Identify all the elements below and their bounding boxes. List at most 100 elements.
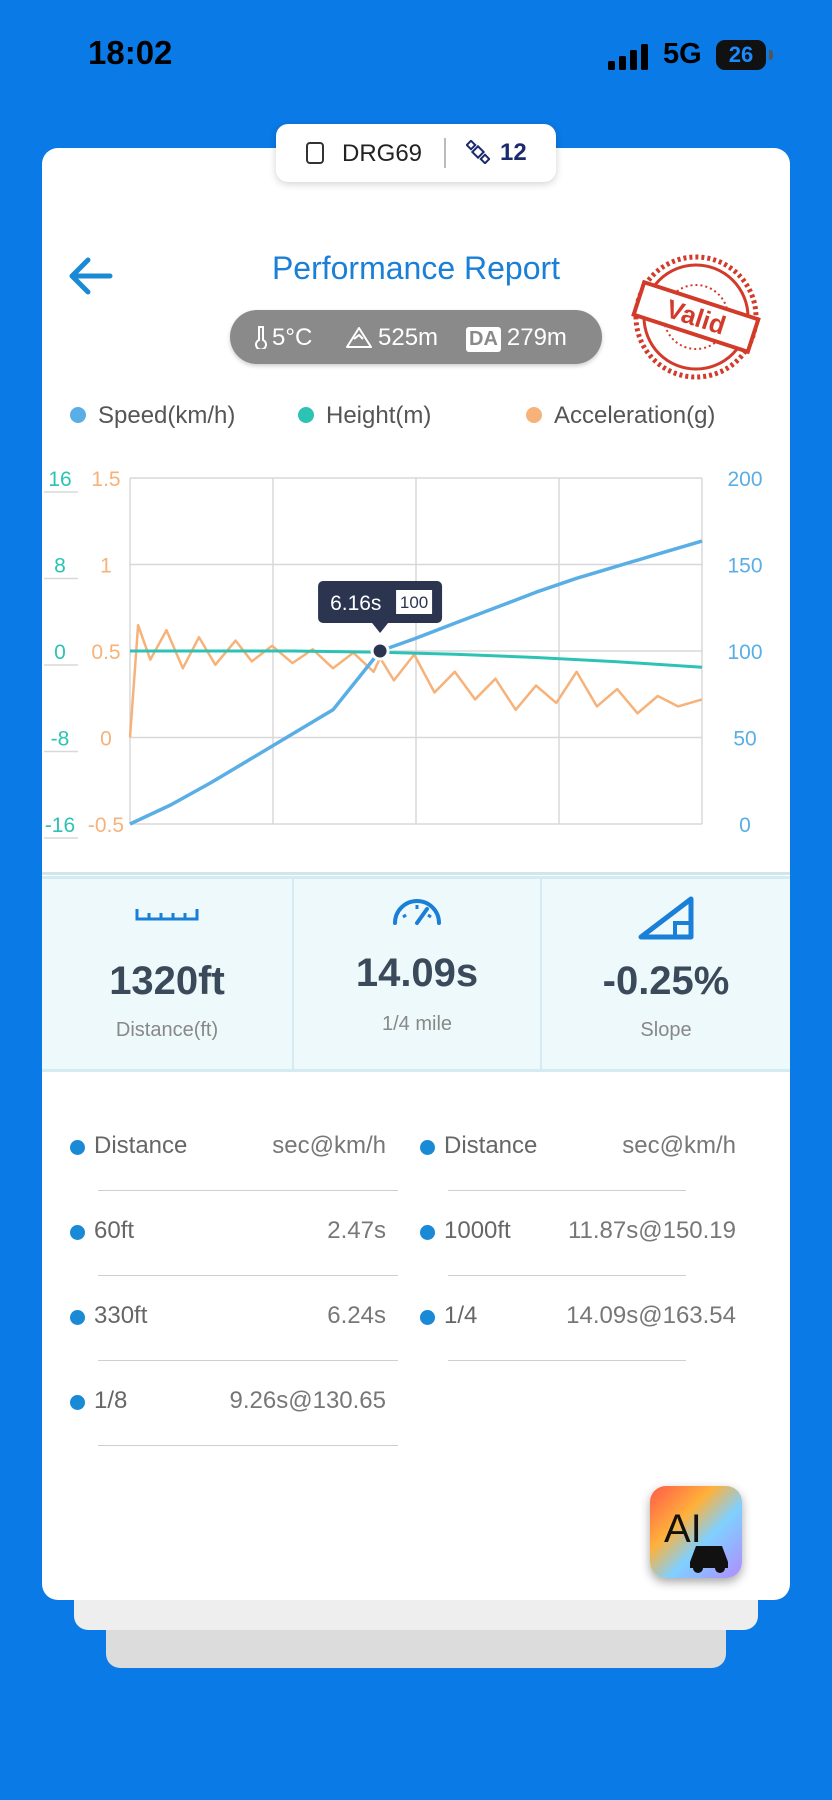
stat-value: 14.09s: [355, 951, 479, 995]
mountain-icon: [346, 327, 372, 348]
stats-panel: 1320ft Distance(ft) 14.09s 1/4 mile -0.2…: [42, 876, 790, 1072]
report-card: Performance Report Valid 5°C 525m DA 279m: [42, 148, 790, 1600]
performance-chart[interactable]: 16 1.5 200 8 1 150 0 0.5 100 -8 0 50 -16 -0.5 0 6.16s 10…: [42, 448, 790, 848]
stat-divider: [292, 879, 294, 1069]
split-row: 330ft 6.24s: [70, 1278, 398, 1362]
bullet: [70, 1310, 85, 1325]
tooltip-speed-box: [396, 590, 433, 614]
tick-label-accel: -0.5: [88, 814, 124, 837]
altitude-item: 525m: [346, 324, 438, 352]
bullet: [70, 1225, 85, 1240]
bullet: [420, 1310, 435, 1325]
split-key: 1000ft: [444, 1217, 511, 1244]
bullet: [420, 1225, 435, 1240]
legend-label: Acceleration(g): [554, 402, 716, 429]
legend-dot: [298, 406, 314, 423]
split-value: 14.09s@163.54: [566, 1302, 736, 1329]
tick-label-speed: 200: [727, 468, 762, 491]
row-divider: [98, 1190, 398, 1191]
temperature-value: 5°C: [272, 324, 313, 351]
series-line: [130, 649, 703, 669]
ai-assistant-button[interactable]: AI: [650, 1486, 742, 1578]
split-key: 330ft: [94, 1302, 148, 1329]
tick-label-accel: 1.5: [91, 468, 120, 491]
splits-header-left: Distance sec@km/h: [70, 1108, 398, 1192]
series-line: [129, 539, 703, 826]
tick-label-height: -16: [45, 814, 75, 837]
stat-label: 1/4 mile: [381, 1013, 453, 1035]
bullet: [420, 1140, 435, 1155]
altitude-value: 525m: [378, 324, 439, 351]
row-divider: [448, 1275, 686, 1276]
split-row: 60ft 2.47s: [70, 1193, 398, 1277]
stat-divider: [540, 879, 542, 1069]
split-value: 2.47s: [327, 1217, 386, 1244]
conditions-pill: 5°C 525m DA 279m: [230, 310, 602, 364]
legend-dot: [70, 406, 86, 423]
battery-cap: [769, 50, 773, 60]
split-value: sec@km/h: [622, 1132, 736, 1159]
device-name: DRG69: [342, 140, 423, 167]
temperature-item: 5°C: [254, 324, 312, 352]
pill-divider: [444, 138, 446, 168]
split-value: 11.87s@150.19: [567, 1217, 736, 1244]
device-icon: [306, 142, 324, 164]
stat-label: Distance(ft): [115, 1019, 219, 1041]
device-pill[interactable]: DRG69 12: [276, 124, 556, 182]
row-divider: [98, 1445, 398, 1446]
chart-legend: Speed(km/h) Height(m) Acceleration(g): [42, 402, 790, 438]
chart-divider: [42, 872, 790, 875]
satellite-count: 12: [500, 139, 527, 166]
bullet: [70, 1395, 85, 1410]
legend-acceleration[interactable]: Acceleration(g): [526, 402, 715, 430]
splits-table: Distance sec@km/h Distance sec@km/h 60ft…: [42, 1108, 790, 1448]
tick-label-speed: 150: [727, 555, 762, 578]
thermometer-icon: [255, 326, 267, 351]
page-title: Performance Report: [271, 250, 561, 286]
tick-label-speed: 50: [733, 728, 756, 751]
legend-label: Speed(km/h): [98, 402, 236, 429]
tooltip-marker: [370, 641, 390, 661]
tooltip-pointer: [372, 623, 389, 633]
stat-slope: -0.25% Slope: [542, 879, 790, 1069]
speedometer-icon: [393, 899, 441, 925]
stat-value: -0.25%: [602, 959, 730, 1003]
ai-label: AI: [664, 1507, 702, 1551]
legend-height[interactable]: Height(m): [298, 402, 431, 430]
ruler-icon: [135, 909, 199, 921]
split-value: sec@km/h: [272, 1132, 386, 1159]
split-row: 1000ft 11.87s@150.19: [420, 1193, 736, 1277]
back-arrow-icon[interactable]: [62, 254, 118, 298]
battery-icon: 26: [716, 40, 766, 70]
ai-car-icon: AI: [650, 1486, 742, 1578]
valid-stamp: Valid: [631, 254, 761, 380]
row-divider: [98, 1360, 398, 1361]
status-bar: 18:02 5G 26: [0, 0, 832, 110]
split-key: Distance: [444, 1132, 538, 1159]
split-row: 1/4 14.09s@163.54: [420, 1278, 736, 1362]
split-key: Distance: [94, 1132, 188, 1159]
tick-label-height: 16: [48, 468, 71, 491]
legend-speed[interactable]: Speed(km/h): [70, 402, 235, 430]
density-altitude-item: DA 279m: [466, 324, 567, 352]
tick-label-accel: 0.5: [91, 641, 120, 664]
split-key: 1/8: [94, 1387, 128, 1414]
tooltip-time: 6.16s: [330, 592, 381, 615]
tick-label-height: 0: [54, 641, 66, 664]
series-line: [128, 623, 703, 738]
tick-label-speed: 0: [739, 814, 751, 837]
density-altitude-value: 279m: [506, 324, 567, 351]
tick-label-accel: 0: [100, 728, 112, 751]
network-label: 5G: [663, 38, 702, 70]
legend-dot: [526, 406, 542, 423]
split-value: 6.24s: [327, 1302, 386, 1329]
split-key: 60ft: [94, 1217, 135, 1244]
stat-value: 1320ft: [109, 959, 225, 1003]
tick-label-height: 8: [54, 555, 66, 578]
split-row: 1/8 9.26s@130.65: [70, 1363, 398, 1447]
split-key: 1/4: [444, 1302, 478, 1329]
signal-icon: [608, 44, 648, 70]
split-value: 9.26s@130.65: [229, 1387, 386, 1414]
da-badge: DA: [466, 327, 501, 352]
row-divider: [448, 1190, 686, 1191]
